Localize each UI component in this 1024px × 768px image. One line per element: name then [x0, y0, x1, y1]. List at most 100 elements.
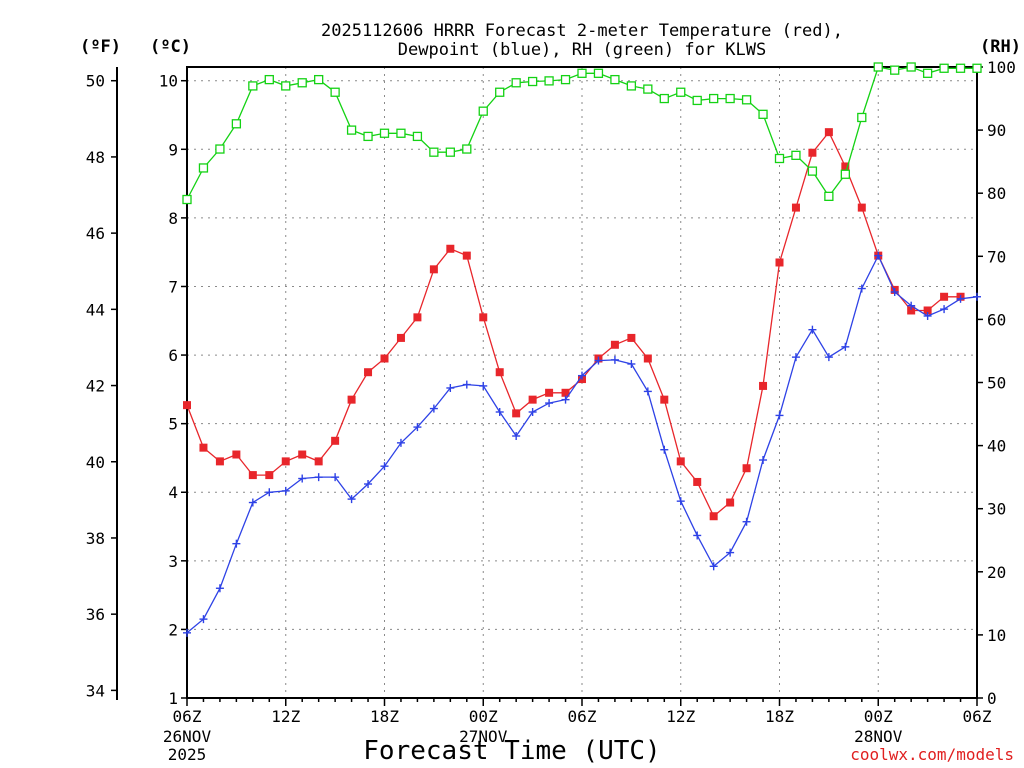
rh-point	[955, 63, 966, 73]
fahrenheit-tick-label: 42	[86, 377, 105, 396]
rh-point	[725, 93, 735, 104]
rh-unit-label: (RH)	[980, 37, 1021, 57]
temperature-point	[907, 306, 916, 315]
dewpoint-point	[709, 562, 718, 571]
dewpoint-point	[429, 404, 438, 413]
dewpoint-point	[907, 301, 916, 310]
x-tick-label: 06Z	[173, 707, 202, 726]
dewpoint-point	[791, 353, 800, 362]
temperature-point	[396, 333, 405, 342]
temperature-point	[298, 450, 307, 459]
rh-tick-label: 70	[987, 247, 1006, 266]
dewpoint-point	[347, 495, 356, 504]
temperature-point	[314, 457, 323, 466]
rh-point	[807, 166, 818, 176]
rh-point	[824, 191, 834, 202]
dewpoint-point	[973, 292, 981, 301]
dewpoint-point	[298, 474, 307, 483]
temperature-point	[824, 128, 833, 137]
temperature-point	[627, 333, 636, 342]
rh-tick-label: 80	[987, 184, 1006, 203]
temperature-line	[186, 130, 961, 518]
celsius-tick-label: 4	[168, 483, 178, 502]
dewpoint-point	[528, 407, 537, 416]
fahrenheit-tick-label: 34	[86, 681, 105, 700]
dewpoint-point	[660, 445, 669, 454]
chart-title-line-1: 2025112606 HRRR Forecast 2-meter Tempera…	[321, 21, 843, 41]
celsius-tick-label: 9	[168, 140, 178, 159]
temperature-point	[857, 203, 866, 212]
rh-tick-label: 40	[987, 437, 1006, 456]
temperature-point	[693, 477, 702, 486]
fahrenheit-tick-label: 40	[86, 453, 105, 472]
rh-point	[264, 74, 274, 85]
series-layer	[182, 62, 982, 637]
celsius-tick-label: 3	[168, 552, 178, 571]
rh-point	[198, 163, 209, 173]
x-tick-label: 00Z	[469, 707, 498, 726]
rh-point	[643, 84, 653, 94]
celsius-tick-label: 1	[168, 689, 178, 708]
rh-point	[857, 112, 867, 123]
dewpoint-point	[824, 353, 833, 362]
dewpoint-point	[413, 423, 422, 432]
rh-tick-label: 60	[987, 310, 1006, 329]
rh-point	[330, 87, 340, 97]
dewpoint-point	[726, 548, 735, 557]
temperature-point	[528, 395, 537, 404]
celsius-tick-label: 6	[168, 346, 178, 365]
rh-point	[692, 95, 702, 106]
temperature-point	[676, 457, 685, 466]
celsius-tick-label: 2	[168, 620, 178, 639]
temperature-point	[791, 203, 800, 212]
fahrenheit-tick-label: 46	[86, 224, 105, 243]
x-date-label: 26NOV	[163, 727, 212, 746]
rh-point	[511, 78, 521, 88]
rh-tick-label: 100	[987, 58, 1016, 77]
celsius-tick-label: 5	[168, 415, 178, 434]
rh-point	[939, 63, 949, 73]
rh-point	[527, 76, 538, 87]
axes: 3436384042444648501234567891001020304050…	[86, 58, 1016, 764]
temperature-point	[742, 464, 751, 473]
rh-point	[182, 194, 192, 205]
dewpoint-point	[199, 615, 208, 624]
temperature-point	[446, 244, 455, 253]
x-date-label: 28NOV	[854, 727, 903, 746]
rh-point	[659, 93, 669, 104]
temperature-point	[479, 313, 488, 322]
temperature-point	[380, 354, 389, 363]
fahrenheit-unit-label: (ºF)	[80, 37, 121, 57]
celsius-tick-label: 8	[168, 209, 178, 228]
x-axis-title: Forecast Time (UTC)	[363, 736, 660, 766]
temperature-point	[709, 512, 718, 521]
rh-point	[610, 74, 620, 85]
rh-point	[281, 81, 291, 91]
dewpoint-point	[265, 488, 274, 497]
temperature-point	[232, 450, 241, 459]
rh-point	[379, 128, 390, 138]
dewpoint-point	[890, 287, 899, 296]
dewpoint-point	[396, 438, 405, 447]
fahrenheit-tick-label: 44	[86, 300, 105, 319]
x-tick-label: 06Z	[963, 707, 992, 726]
rh-point	[774, 153, 785, 164]
rh-point	[741, 95, 752, 105]
fahrenheit-tick-label: 38	[86, 529, 105, 548]
rh-point	[215, 144, 225, 154]
rh-tick-label: 10	[987, 626, 1006, 645]
x-tick-label: 12Z	[666, 707, 695, 726]
celsius-unit-label: (ºC)	[150, 37, 191, 57]
credit-label: coolwx.com/models	[850, 745, 1014, 764]
temperature-point	[413, 313, 422, 322]
dewpoint-point	[594, 356, 603, 365]
dewpoint-point	[183, 628, 191, 637]
dewpoint-point	[857, 284, 866, 293]
rh-point	[972, 63, 982, 73]
rh-point	[396, 128, 406, 138]
dewpoint-point	[248, 498, 257, 507]
chart-title-line-2: Dewpoint (blue), RH (green) for KLWS	[398, 40, 766, 60]
rh-point	[462, 144, 472, 154]
dewpoint-point	[759, 456, 768, 465]
dewpoint-point	[479, 381, 488, 390]
